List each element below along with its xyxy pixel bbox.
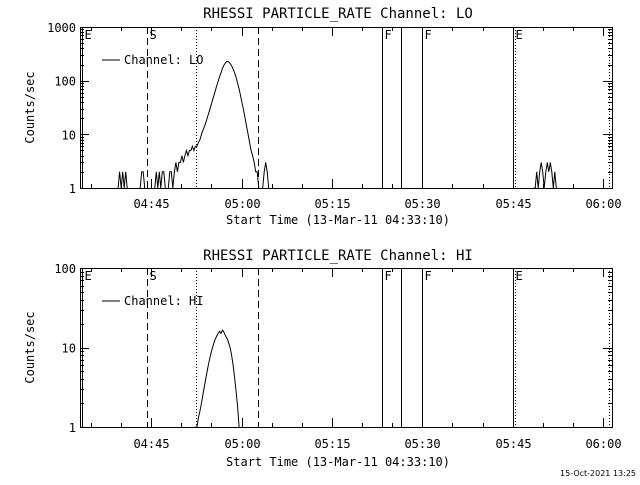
marker-label: F xyxy=(385,269,392,283)
x-tick-label: 05:45 xyxy=(495,437,531,451)
series-line xyxy=(117,171,128,189)
series-line xyxy=(139,171,146,189)
x-tick-label: 05:00 xyxy=(224,197,260,211)
x-tick-label: 04:45 xyxy=(133,437,169,451)
chart-title: RHESSI PARTICLE_RATE Channel: HI xyxy=(203,248,473,264)
plot-frame xyxy=(80,268,613,428)
y-axis-label: Counts/sec xyxy=(23,71,37,143)
series-line xyxy=(262,162,270,189)
x-tick-label: 05:15 xyxy=(314,437,350,451)
x-tick-label: 05:30 xyxy=(404,437,440,451)
y-tick-label: 1000 xyxy=(47,21,76,35)
chart-title: RHESSI PARTICLE_RATE Channel: LO xyxy=(203,6,473,22)
chart-panel-2: E S F F E 1 10 100 04:45 05:00 05:15 05:30 05:45 06:0… xyxy=(23,248,622,469)
y-axis-label: Counts/sec xyxy=(23,311,37,383)
legend-label: Channel: LO xyxy=(124,53,203,67)
x-tick-label: 06:00 xyxy=(585,437,621,451)
y-tick-label: 100 xyxy=(54,262,76,276)
chart-panel-1: E S F F E 1 10 100 1000 04:45 05:00 05:15 05:30 05:45… xyxy=(23,6,622,227)
series-line xyxy=(533,162,557,189)
marker-label: E xyxy=(516,28,523,42)
plot-frame xyxy=(80,27,613,189)
x-tick-label: 04:45 xyxy=(133,197,169,211)
marker-label: F xyxy=(425,28,432,42)
date-stamp: 15-Oct-2021 13:25 xyxy=(560,469,636,478)
marker-label: S xyxy=(150,269,157,283)
x-tick-label: 06:00 xyxy=(585,197,621,211)
marker-label: F xyxy=(385,28,392,42)
marker-label: S xyxy=(150,28,157,42)
series-line xyxy=(154,171,166,189)
y-tick-label: 10 xyxy=(62,128,76,142)
series-line xyxy=(167,60,260,189)
legend-label: Channel: HI xyxy=(124,294,203,308)
x-tick-label: 05:15 xyxy=(314,197,350,211)
x-tick-label: 05:00 xyxy=(224,437,260,451)
y-tick-label: 10 xyxy=(62,342,76,356)
x-axis-label: Start Time (13-Mar-11 04:33:10) xyxy=(226,213,450,227)
marker-label: E xyxy=(85,269,92,283)
x-tick-label: 05:30 xyxy=(404,197,440,211)
marker-label: E xyxy=(85,28,92,42)
marker-label: E xyxy=(516,269,523,283)
marker-label: F xyxy=(425,269,432,283)
x-tick-label: 05:45 xyxy=(495,197,531,211)
y-tick-label: 100 xyxy=(54,75,76,89)
series-line xyxy=(195,329,240,428)
y-tick-label: 1 xyxy=(69,182,76,196)
x-axis-label: Start Time (13-Mar-11 04:33:10) xyxy=(226,455,450,469)
y-tick-label: 1 xyxy=(69,421,76,435)
